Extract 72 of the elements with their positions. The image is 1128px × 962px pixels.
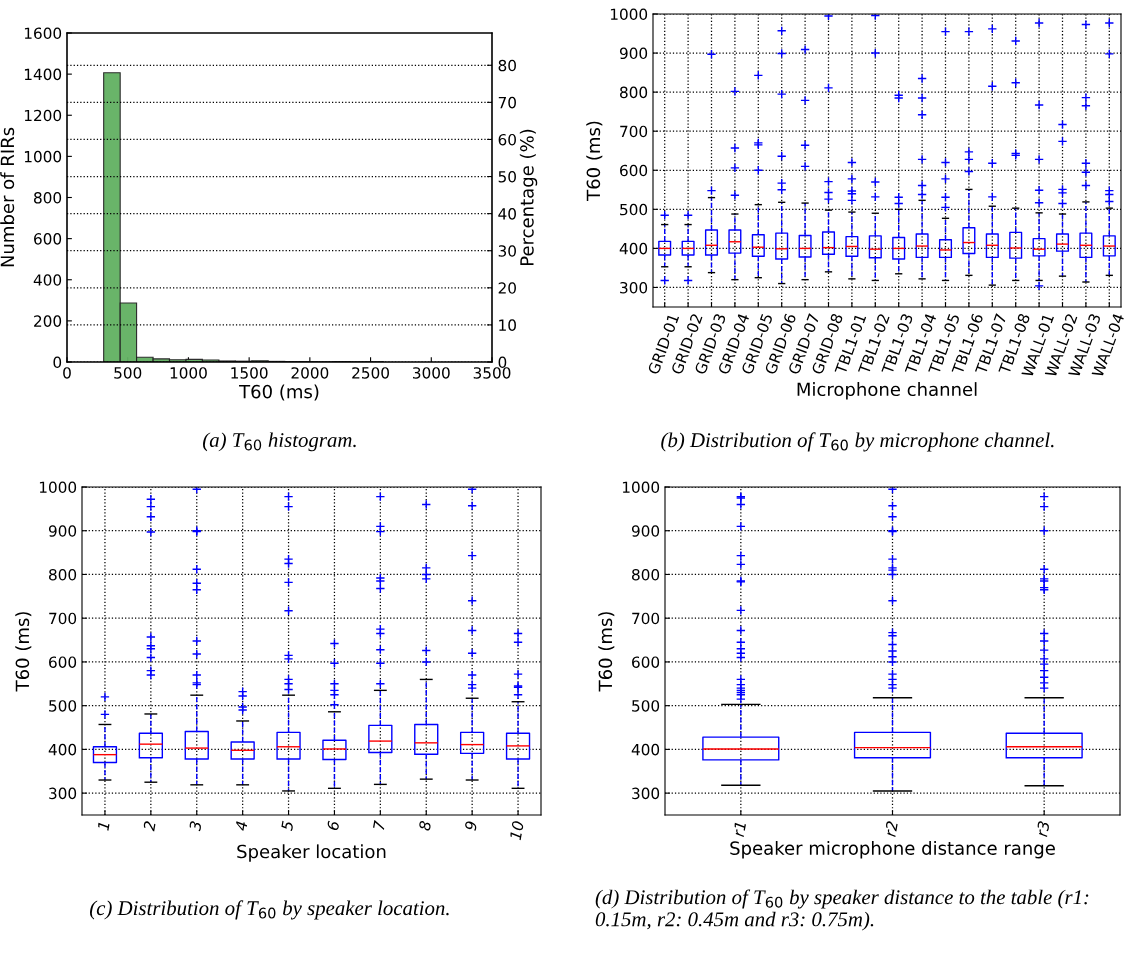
x-tick-label: 500 (114, 367, 142, 379)
y-axis-title: T60 (ms) (598, 612, 615, 692)
y2-tick-label: 20 (498, 282, 516, 294)
x-axis-title: Speaker microphone distance range (730, 840, 1055, 859)
x-tick-label: 4 (235, 821, 248, 832)
y2-axis-title: Percentage (%) (519, 129, 538, 265)
y-axis-title: T60 (ms) (15, 612, 32, 692)
y-tick-label: 1000 (610, 8, 648, 21)
y-tick-label: 1000 (39, 481, 77, 494)
y-axis-title: T60 (ms) (586, 121, 603, 201)
y-axis-title: Number of RIRs (0, 127, 15, 267)
y-tick-label: 800 (620, 86, 648, 99)
y-tick-label: 1000 (24, 150, 62, 163)
x-tick-label: 8 (418, 820, 432, 831)
x-tick-label: 5 (280, 820, 294, 832)
x-tick-label: r3 (1035, 820, 1050, 838)
text: (c) Distribution of T$_{60}$ by speaker location. (90, 900, 449, 920)
y-tick-label: 400 (631, 743, 660, 756)
x-tick-label: 1000 (170, 367, 207, 379)
y2-tick-label: 60 (498, 133, 516, 146)
y-tick-label: 500 (632, 700, 660, 712)
y-tick-label: 300 (620, 281, 648, 294)
y2-tick-label: 50 (498, 171, 516, 183)
text: (a) T$_{60}$ histogram. (203, 432, 356, 452)
y-tick-label: 1200 (24, 109, 62, 122)
x-tick-label: r2 (884, 820, 898, 838)
y-tick-label: 400 (33, 274, 62, 286)
y-tick-label: 1000 (622, 481, 660, 494)
text: (b) Distribution of T$_{60}$ by microphone channel. (661, 432, 1054, 452)
y-tick-label: 600 (620, 164, 648, 177)
x-tick-label: 3500 (473, 367, 511, 379)
y-tick-label: 400 (619, 242, 648, 255)
x-tick-label: 1500 (231, 367, 268, 379)
y-tick-label: 800 (49, 568, 77, 581)
y-tick-label: 800 (34, 191, 62, 204)
x-tick-label: 6 (326, 820, 340, 831)
y-tick-label: 400 (48, 743, 77, 756)
y-tick-label: 300 (49, 787, 77, 800)
y-tick-label: 1400 (24, 68, 62, 81)
x-tick-label: 1 (97, 822, 110, 831)
y-tick-label: 1600 (24, 27, 62, 40)
y-tick-label: 700 (49, 612, 77, 625)
x-tick-label: 3 (188, 820, 202, 832)
y-tick-label: 300 (632, 787, 660, 800)
x-tick-label: 10 (509, 820, 524, 841)
y-tick-label: 800 (632, 568, 660, 581)
y-tick-label: 500 (49, 700, 77, 712)
x-tick-label: 3000 (413, 367, 450, 379)
y2-tick-label: 80 (498, 59, 516, 72)
y-tick-label: 200 (34, 315, 62, 327)
y-tick-label: 600 (632, 656, 660, 668)
x-tick-label: 9 (464, 820, 478, 831)
y2-tick-label: 30 (498, 245, 516, 257)
y-tick-label: 700 (620, 125, 648, 138)
y-tick-label: 600 (49, 656, 77, 668)
y2-tick-label: 40 (498, 208, 516, 220)
y-tick-label: 700 (632, 612, 660, 625)
x-tick-label: 2500 (352, 367, 389, 379)
x-axis-title: Microphone channel (797, 382, 977, 400)
x-axis-title: Speaker location (237, 844, 386, 862)
y2-tick-label: 70 (498, 96, 516, 109)
y-tick-label: 900 (619, 47, 648, 60)
x-tick-label: 2000 (291, 367, 329, 379)
y-tick-label: 500 (620, 203, 648, 216)
y-tick-label: 900 (631, 525, 660, 537)
x-tick-label: r1 (732, 822, 746, 838)
x-tick-label: 2 (143, 820, 156, 832)
y-tick-label: 900 (48, 525, 77, 537)
text: (d) Distribution of T$_{60}$ by speaker distance to the table (r1: 0.15m, r2: 0.45m and r3: 0.75m). (595, 889, 1089, 931)
x-axis-title: T60 (ms) (239, 384, 319, 401)
y-tick-label: 600 (34, 233, 62, 245)
x-tick-label: 7 (372, 820, 386, 831)
